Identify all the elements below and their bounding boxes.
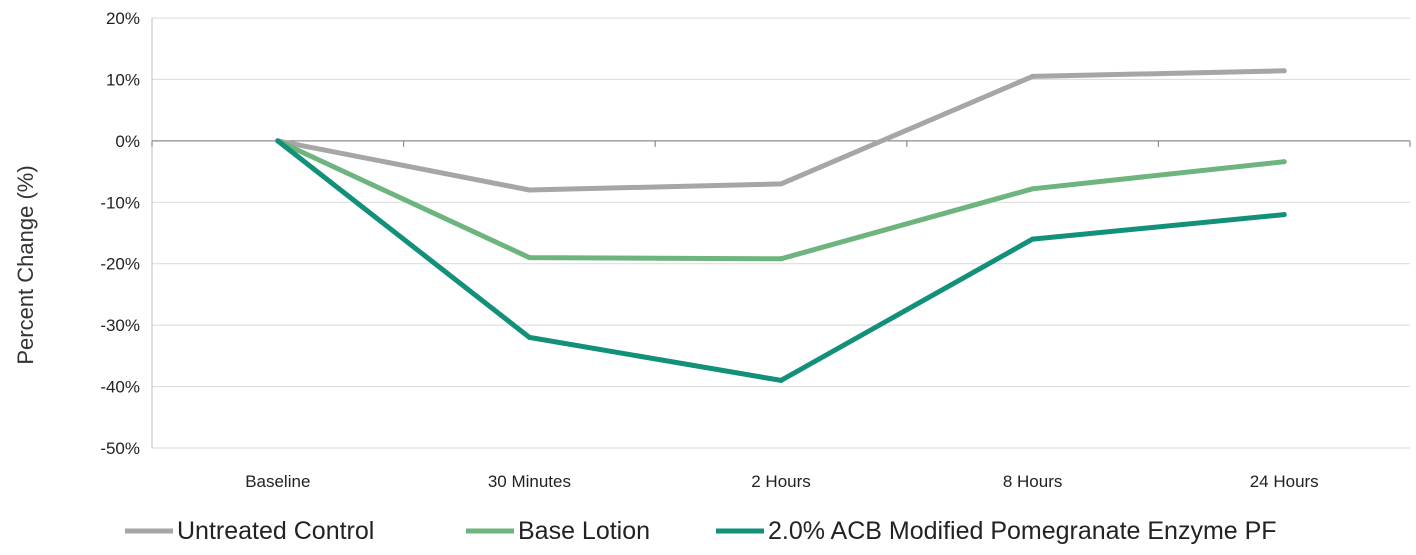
legend-item: Base Lotion: [466, 517, 650, 545]
axes: [151, 18, 1411, 448]
y-tick-labels: 20% 10% 0% -10% -20% -30% -40% -50%: [100, 9, 140, 458]
legend-item: Untreated Control: [125, 517, 374, 545]
x-tick-label: 30 Minutes: [488, 472, 571, 491]
y-tick-label: -10%: [100, 193, 140, 212]
y-tick-label: 20%: [106, 9, 140, 28]
data-point: [1030, 186, 1036, 192]
series-line: [275, 138, 1287, 262]
data-point: [1030, 73, 1036, 79]
y-tick-label: -50%: [100, 439, 140, 458]
data-point: [526, 334, 532, 340]
legend-label: 2.0% ACB Modified Pomegranate Enzyme PF: [768, 517, 1277, 545]
x-tick-label: Baseline: [245, 472, 310, 491]
data-point: [1281, 212, 1287, 218]
x-tick-labels: Baseline 30 Minutes 2 Hours 8 Hours 24 Hours: [245, 472, 1319, 491]
x-tick-label: 8 Hours: [1003, 472, 1063, 491]
series-lines: [275, 68, 1287, 383]
y-tick-label: -30%: [100, 316, 140, 335]
y-axis-label: Percent Change (%): [13, 165, 38, 364]
legend-item: 2.0% ACB Modified Pomegranate Enzyme PF: [716, 517, 1277, 545]
data-point: [1281, 159, 1287, 165]
series-1: [275, 68, 1287, 193]
gridlines: [152, 17, 1410, 449]
data-point: [275, 138, 281, 144]
data-point: [526, 255, 532, 261]
y-tick-label: 0%: [115, 132, 140, 151]
y-tick-label: 10%: [106, 70, 140, 89]
legend-label: Untreated Control: [177, 517, 374, 545]
data-point: [1281, 68, 1287, 74]
legend: Untreated Control Base Lotion 2.0% ACB Mod…: [125, 517, 1277, 545]
y-tick-label: -40%: [100, 378, 140, 397]
data-point: [1030, 236, 1036, 242]
series-line: [275, 68, 1287, 193]
legend-label: Base Lotion: [518, 517, 650, 545]
data-point: [778, 256, 784, 262]
data-point: [526, 187, 532, 193]
data-point: [778, 181, 784, 187]
series-2: [275, 138, 1287, 262]
data-point: [778, 377, 784, 383]
series-3: [275, 138, 1287, 383]
y-tick-label: -20%: [100, 255, 140, 274]
x-tick-label: 24 Hours: [1250, 472, 1319, 491]
x-tick-label: 2 Hours: [751, 472, 811, 491]
